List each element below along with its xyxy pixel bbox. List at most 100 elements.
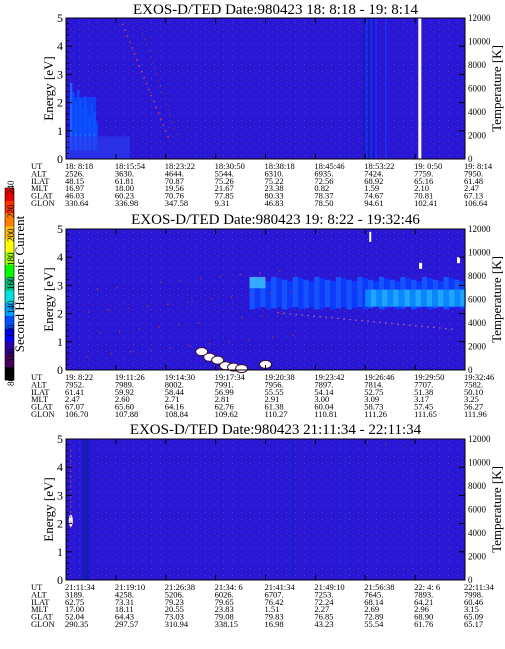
- spectrogram-cell: [167, 303, 169, 305]
- y-tick-label: 1: [57, 124, 63, 138]
- spectrogram-cell: [345, 439, 347, 580]
- spectrogram-cell: [298, 278, 304, 310]
- spectrogram-panel-1: EXOS-D/TED Date:980423 18: 8:18 - 19: 8:…: [31, 2, 504, 208]
- right-tick-label: 4000: [468, 318, 487, 328]
- orbit-table-cell: 330.64: [65, 198, 89, 208]
- orbit-table-cell: 72.24: [314, 597, 334, 607]
- right-tick-label: 6000: [468, 505, 487, 515]
- spectrogram-cell: [261, 315, 263, 317]
- orbit-table-cell: 64.43: [115, 612, 134, 622]
- orbit-table-cell: 7897.: [314, 379, 333, 389]
- y-tick-label: 4: [57, 460, 63, 474]
- spectrogram-cell: [141, 71, 143, 73]
- right-axis-label: Temperature [K]: [489, 256, 504, 343]
- y-tick-label: 5: [57, 432, 63, 446]
- orbit-table-cell: 7956.: [265, 379, 284, 389]
- right-tick-label: 2000: [468, 552, 487, 562]
- orbit-table-cell: 57.45: [414, 402, 433, 412]
- y-axis-label: Energy [eV]: [41, 56, 56, 120]
- orbit-table-cell: 62.76: [215, 402, 234, 412]
- spectrogram-cell: [124, 29, 126, 32]
- spectrogram-noise: [66, 439, 465, 580]
- orbit-table-cell: 18:15:54: [115, 161, 146, 171]
- spectrogram-cell: [169, 115, 171, 117]
- orbit-table-cell: 70.76: [165, 191, 184, 201]
- orbit-table-cell: 3630.: [115, 168, 134, 178]
- y-tick-label: 1: [57, 335, 63, 349]
- orbit-table-row-label: ALT: [31, 379, 48, 389]
- spectrogram-panel-3: EXOS-D/TED Date:980423 21:11:34 - 22:11:…: [31, 422, 504, 629]
- spectrogram-cell: [208, 343, 211, 345]
- orbit-table-cell: 110.27: [265, 409, 288, 419]
- spectrogram-cell: [409, 324, 411, 326]
- spectrogram-cell: [148, 88, 150, 91]
- orbit-table-cell: 7424.: [364, 168, 383, 178]
- orbit-table-cell: 48.15: [65, 176, 84, 186]
- spectrogram-cell: [433, 326, 435, 329]
- orbit-table-cell: 8002.: [165, 379, 184, 389]
- spectrogram-cell: [385, 444, 387, 446]
- right-tick-label: 4000: [468, 528, 487, 538]
- spectrogram-cell: [382, 289, 388, 307]
- orbit-table-cell: 74.67: [364, 191, 383, 201]
- orbit-table-cell: 65.09: [464, 612, 483, 622]
- spectrogram-cell: [330, 281, 336, 310]
- orbit-table-cell: 297.57: [115, 619, 138, 629]
- orbit-table-cell: 21:41:34: [265, 582, 296, 592]
- right-tick-label: 10000: [468, 458, 491, 468]
- spectrogram-cell: [248, 339, 250, 341]
- orbit-table-cell: 16.97: [65, 183, 84, 193]
- colorbar-cell: [5, 367, 14, 381]
- colorbar-cell: [5, 328, 14, 342]
- spectrogram-cell: [276, 278, 282, 308]
- right-tick-label: 8000: [468, 481, 487, 491]
- spectrogram-cell: [211, 298, 213, 301]
- panel-title: EXOS-D/TED Date:980423 19: 8:22 - 19:32:…: [131, 212, 420, 228]
- spectrogram-cell: [372, 18, 375, 159]
- spectrogram-features: [66, 18, 422, 159]
- colorbar-tick-label: 220: [6, 204, 16, 218]
- right-tick-label: 8000: [468, 60, 487, 70]
- spectrogram-cell: [167, 109, 169, 111]
- orbit-table-cell: 19: 8:22: [65, 372, 93, 382]
- orbit-table-cell: 75.26: [215, 176, 234, 186]
- orbit-table-cell: 310.94: [165, 619, 189, 629]
- right-tick-label: 12000: [468, 13, 491, 23]
- orbit-table-cell: 3189.: [65, 589, 84, 599]
- spectrogram-cell: [281, 313, 283, 315]
- spectrogram-cell: [129, 350, 132, 353]
- orbit-table-cell: 75.22: [265, 176, 284, 186]
- spectrogram-cell: [96, 288, 99, 291]
- orbit-table-cell: 7950.: [464, 168, 483, 178]
- orbit-table-cell: 65.16: [414, 176, 433, 186]
- orbit-table-cell: 2.27: [314, 604, 329, 614]
- orbit-table-cell: 46.83: [265, 198, 284, 208]
- spectrogram-cell: [418, 18, 422, 159]
- right-axis-label: Temperature [K]: [489, 45, 504, 132]
- orbit-table-cell: 111.26: [364, 409, 387, 419]
- spectrogram-cell: [265, 281, 272, 310]
- spectrogram-cell: [415, 289, 422, 307]
- orbit-table-cell: 7759.: [414, 168, 433, 178]
- spectrogram-features: [85, 231, 466, 374]
- orbit-table-cell: 7645.: [364, 589, 383, 599]
- spectrogram-cell: [85, 439, 87, 580]
- colorbar-ticks: 240 220 200 180 160 140 120 100 80: [6, 180, 16, 386]
- orbit-table-cell: 19: 8:14: [464, 161, 493, 171]
- orbit-table-row-label: GLAT: [31, 191, 54, 201]
- spectrogram-cell: [385, 18, 387, 159]
- spectrogram-cell: [69, 475, 72, 478]
- spectrogram-cell: [457, 257, 461, 264]
- spectrogram-cell: [361, 320, 363, 322]
- spectrogram-cell: [69, 501, 72, 503]
- orbit-table-cell: 336.98: [115, 198, 138, 208]
- orbit-table-cell: 111.65: [414, 409, 437, 419]
- spectrogram-cell: [235, 364, 249, 374]
- spectrogram-cell: [250, 294, 252, 297]
- colorbar: Second Harmonic Current 240 220 200 180 160 1…: [4, 180, 27, 386]
- colorbar-cell: [5, 303, 14, 317]
- spectrogram-cell: [443, 289, 450, 307]
- spectrogram-cell: [397, 323, 399, 325]
